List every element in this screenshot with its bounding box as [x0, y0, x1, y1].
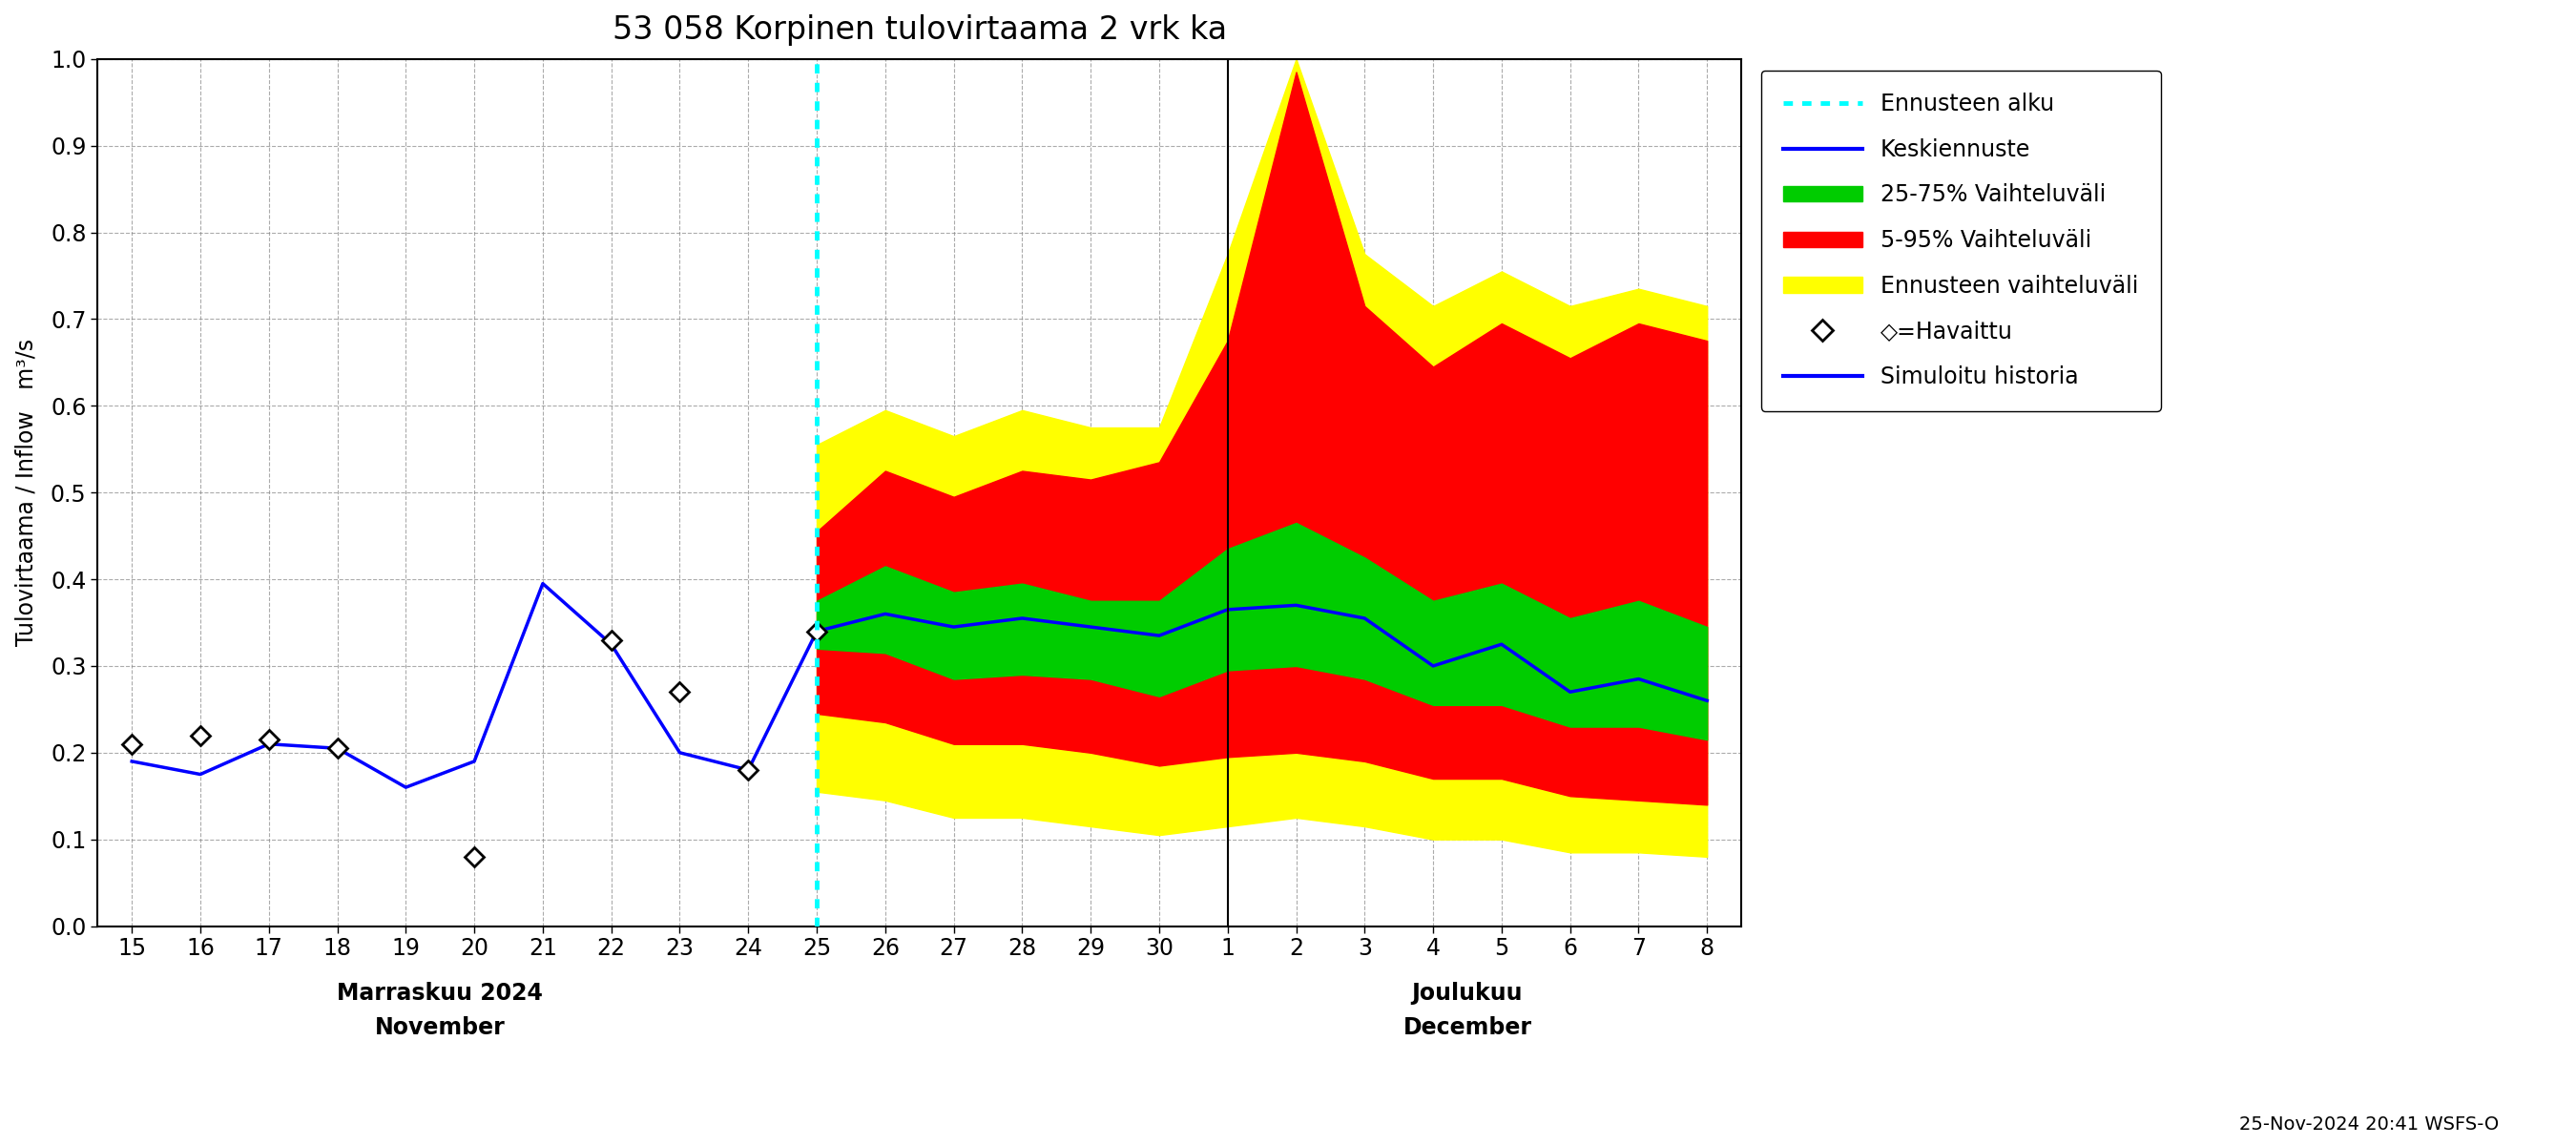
- Text: November: November: [376, 1017, 505, 1040]
- Text: Marraskuu 2024: Marraskuu 2024: [337, 981, 544, 1004]
- Text: Joulukuu: Joulukuu: [1412, 981, 1522, 1004]
- Title: 53 058 Korpinen tulovirtaama 2 vrk ka: 53 058 Korpinen tulovirtaama 2 vrk ka: [613, 14, 1226, 46]
- Text: December: December: [1404, 1017, 1533, 1040]
- Legend: Ennusteen alku, Keskiennuste, 25-75% Vaihteluväli, 5-95% Vaihteluväli, Ennusteen: Ennusteen alku, Keskiennuste, 25-75% Vai…: [1762, 70, 2161, 411]
- Y-axis label: Tulovirtaama / Inflow   m³/s: Tulovirtaama / Inflow m³/s: [15, 339, 36, 646]
- Text: 25-Nov-2024 20:41 WSFS-O: 25-Nov-2024 20:41 WSFS-O: [2239, 1115, 2499, 1134]
